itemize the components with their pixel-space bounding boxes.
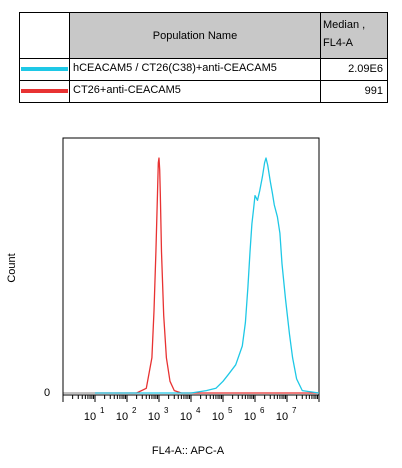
legend-row-1-color-bar <box>21 67 68 71</box>
legend-row-2-median: 991 <box>320 80 388 103</box>
x-tick-label: 10 <box>84 411 96 423</box>
legend-header-population-name: Population Name <box>69 12 321 59</box>
x-tick-label-exponent: 2 <box>132 406 137 415</box>
legend-header-median-line1: Median , <box>323 19 366 31</box>
x-tick-label-exponent: 4 <box>196 406 201 415</box>
legend-row-2-swatch <box>19 80 70 103</box>
x-tick-label-exponent: 7 <box>292 406 297 415</box>
x-tick-label: 10 <box>180 411 192 423</box>
plot-frame <box>62 137 320 396</box>
legend-row-2-name: CT26+anti-CEACAM5 <box>69 80 321 103</box>
y-axis-label: Count <box>6 253 18 282</box>
legend-row-1-median: 2.09E6 <box>320 58 388 81</box>
x-axis-label: FL4-A:: APC-A <box>152 445 225 457</box>
legend-row-1-name: hCEACAM5 / CT26(C38)+anti-CEACAM5 <box>69 58 321 81</box>
x-tick-label: 10 <box>244 411 256 423</box>
x-tick-labels: 10 1 10 2 10 3 10 4 10 5 10 6 10 7 <box>84 406 297 423</box>
y-tick-label-0: 0 <box>44 387 50 399</box>
legend-header-median: Median , FL4-A <box>320 12 388 59</box>
x-tick-label: 10 <box>276 411 288 423</box>
legend-header-median-line2: FL4-A <box>323 37 353 49</box>
x-tick-label-exponent: 1 <box>100 406 105 415</box>
x-tick-label-exponent: 6 <box>260 406 265 415</box>
x-tick-label: 10 <box>212 411 224 423</box>
series-line-1 <box>95 157 319 394</box>
legend-row-2-color-bar <box>21 89 68 93</box>
series-layer <box>63 157 320 394</box>
legend-header-population-name-text: Population Name <box>152 29 238 42</box>
x-tick-label-exponent: 3 <box>164 406 169 415</box>
series-line-2 <box>95 157 320 394</box>
x-tick-label: 10 <box>116 411 128 423</box>
x-tick-label: 10 <box>148 411 160 423</box>
x-axis-ticks <box>62 395 320 402</box>
x-tick-label-exponent: 5 <box>228 406 233 415</box>
legend-header-blank <box>19 12 70 59</box>
legend-table: Population Name Median , FL4-A hCEACAM5 … <box>19 12 388 104</box>
